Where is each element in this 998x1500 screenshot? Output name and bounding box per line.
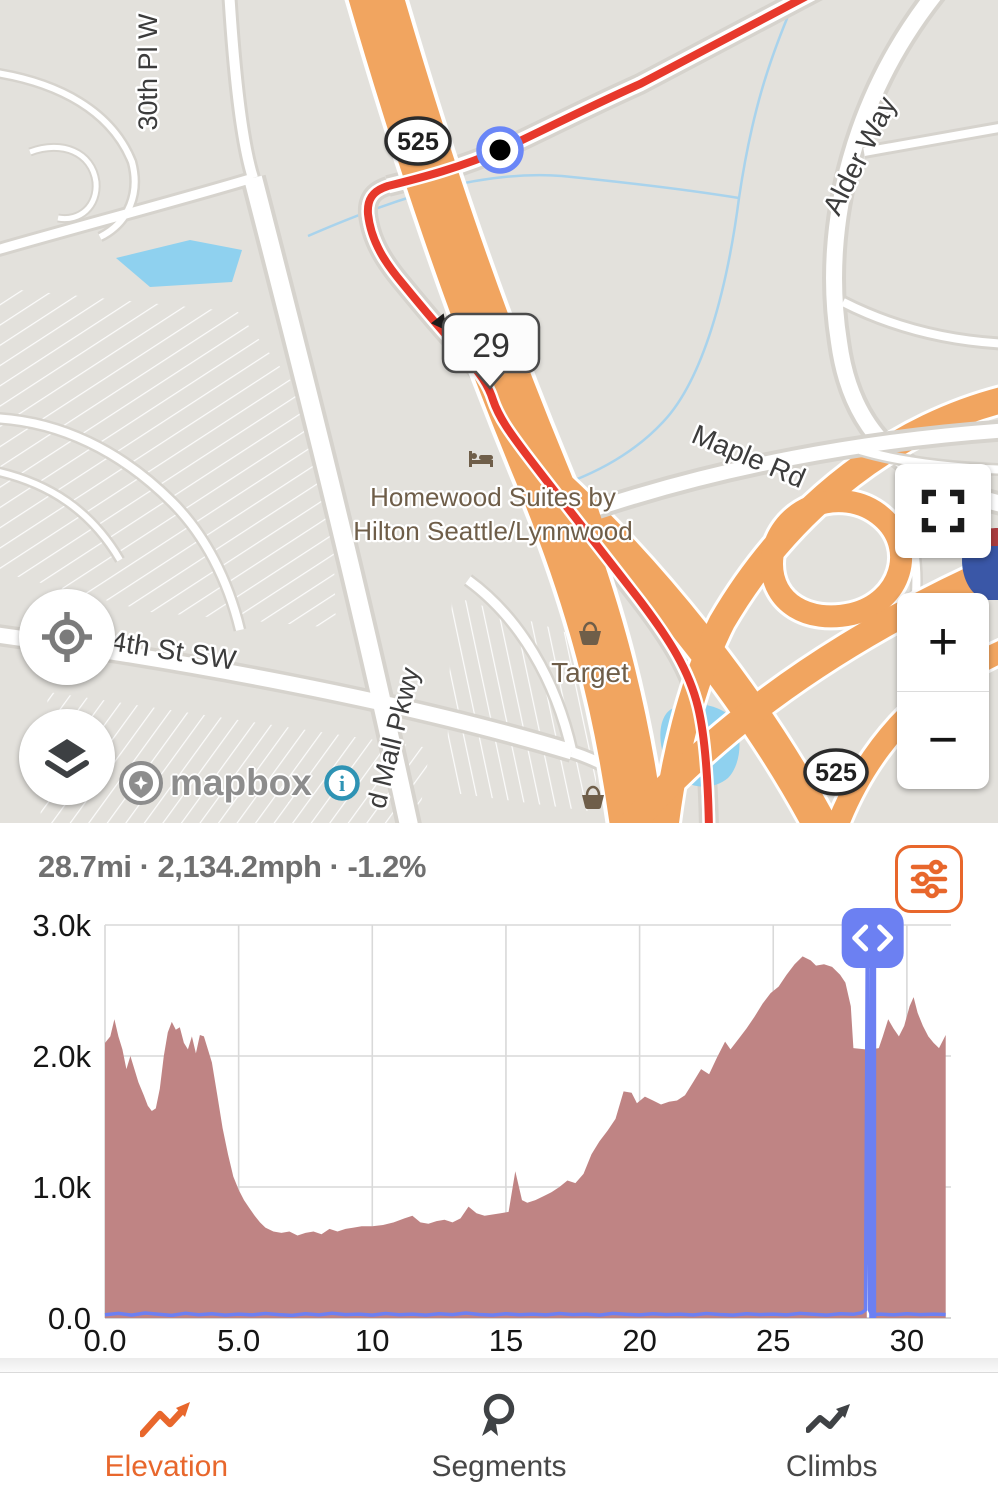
ride-stats: 28.7mi · 2,134.2mph · -1.2% — [38, 849, 426, 884]
lodging-icon — [469, 451, 493, 467]
mile-marker-bubble[interactable]: 29 — [441, 312, 541, 390]
fullscreen-icon — [921, 489, 965, 533]
poi-label-homewood-1: Homewood Suites by — [370, 482, 616, 512]
y-tick-label: 0.0 — [48, 1301, 91, 1336]
map-view[interactable]: 525 525 29 — [0, 0, 998, 823]
poi-label-homewood-2: Hilton Seattle/Lynnwood — [353, 516, 632, 546]
series-elevation_ft — [105, 956, 946, 1318]
svg-text:525: 525 — [815, 759, 857, 787]
sliders-icon — [910, 859, 948, 899]
x-tick-label: 30 — [890, 1323, 924, 1358]
position-marker — [476, 126, 524, 174]
map-canvas[interactable]: 525 525 29 — [0, 0, 998, 823]
map-attribution: mapbox i — [118, 760, 362, 806]
map-streams — [307, 15, 790, 482]
street-label-30th-pl-w: 30th Pl W — [133, 13, 163, 131]
layers-button[interactable] — [19, 709, 115, 805]
x-tick-label: 0.0 — [83, 1323, 126, 1358]
mile-marker-label: 29 — [472, 327, 510, 365]
tab-elevation-label: Elevation — [104, 1450, 229, 1483]
info-icon[interactable]: i — [322, 763, 362, 803]
mapbox-pin-icon — [119, 761, 163, 805]
x-tick-label: 15 — [489, 1323, 523, 1358]
zoom-divider — [897, 690, 989, 692]
elevation-panel: 28.7mi · 2,134.2mph · -1.2% 0.0 1.0k 2.0k 3… — [0, 823, 998, 1372]
x-tick-label: 5.0 — [217, 1323, 260, 1358]
crosshair-icon — [42, 612, 92, 662]
trend-arrow-icon — [140, 1402, 191, 1438]
code-chevrons-icon — [852, 924, 869, 952]
series-speed — [104, 936, 946, 1318]
tab-climbs-label: Climbs — [785, 1450, 878, 1483]
y-tick-label: 3.0k — [32, 908, 91, 943]
zoom-controls: + − — [897, 593, 989, 789]
zoom-out-button[interactable]: − — [897, 692, 989, 790]
zigzag-arrow-icon — [805, 1404, 850, 1433]
fullscreen-button[interactable] — [895, 464, 991, 558]
zoom-in-button[interactable]: + — [897, 593, 989, 691]
bottom-tab-bar: Elevation Segments Climbs — [0, 1372, 998, 1500]
shield-525-top: 525 — [384, 116, 452, 166]
code-chevrons-icon — [877, 924, 894, 952]
tab-segments[interactable]: Segments — [333, 1373, 666, 1500]
x-tick-label: 10 — [355, 1323, 389, 1358]
shield-525-bottom: 525 — [803, 748, 869, 796]
y-tick-label: 2.0k — [32, 1039, 91, 1074]
x-tick-label: 25 — [756, 1323, 790, 1358]
tab-climbs[interactable]: Climbs — [665, 1373, 998, 1500]
medal-icon — [482, 1393, 515, 1436]
x-tick-label: 20 — [622, 1323, 656, 1358]
shopping-basket-icon — [582, 785, 604, 809]
tab-elevation[interactable]: Elevation — [0, 1373, 333, 1500]
chart-settings-button[interactable] — [895, 845, 963, 913]
poi-label-target: Target — [551, 657, 629, 688]
svg-text:525: 525 — [397, 128, 439, 156]
chart-cursor-handle[interactable] — [841, 908, 904, 968]
elevation-chart[interactable]: 0.0 1.0k 2.0k 3.0k 0.0 5.0 10 15 20 25 30 — [0, 905, 998, 1367]
mapbox-wordmark[interactable]: mapbox — [170, 762, 312, 803]
tab-segments-label: Segments — [431, 1450, 567, 1483]
panel-divider — [0, 1358, 998, 1372]
shopping-basket-icon — [579, 621, 601, 645]
y-tick-label: 1.0k — [32, 1170, 91, 1205]
svg-text:i: i — [339, 771, 345, 796]
locate-button[interactable] — [19, 589, 115, 685]
layers-icon — [45, 739, 89, 778]
